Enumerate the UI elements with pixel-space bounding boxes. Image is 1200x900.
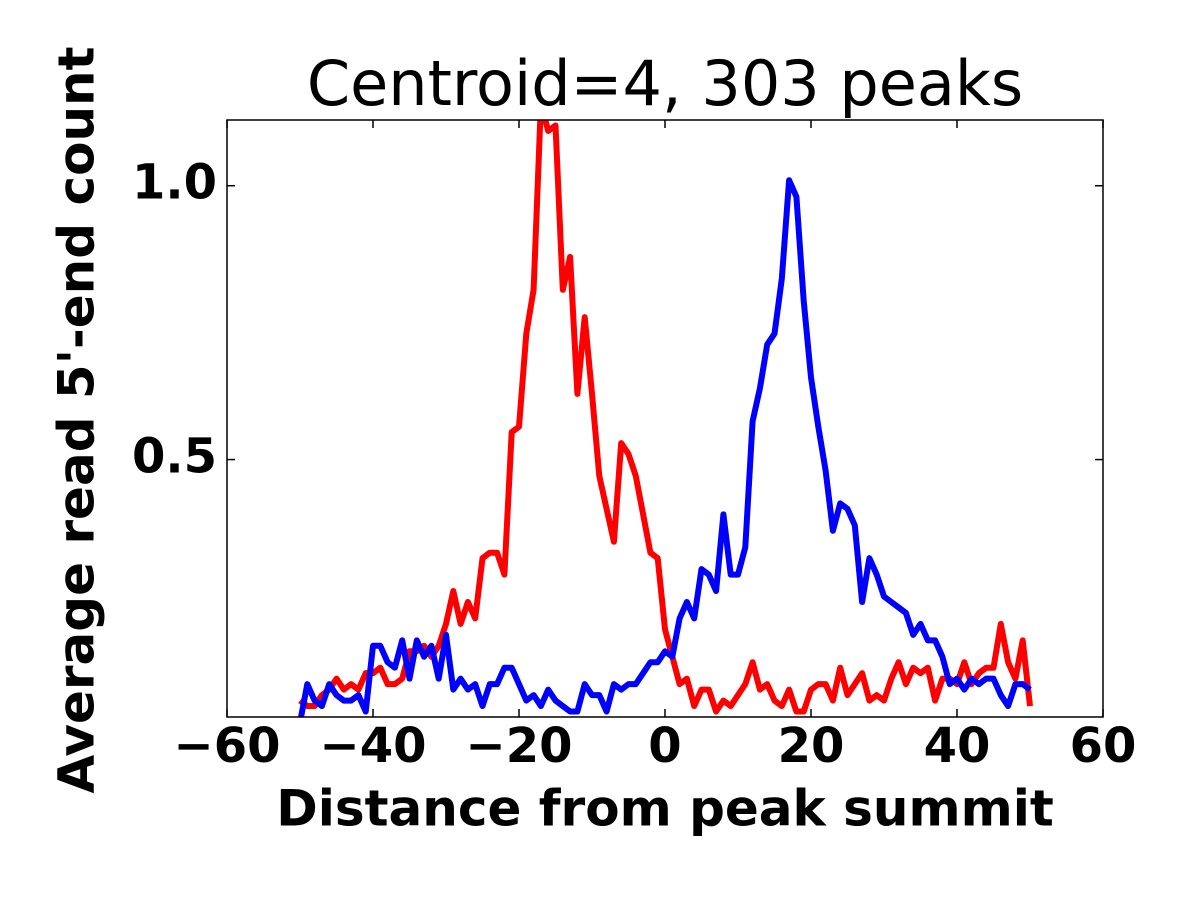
x-tick-label: −20 bbox=[465, 718, 572, 774]
series-line bbox=[298, 120, 1033, 715]
x-tick-label: 20 bbox=[778, 718, 845, 774]
series-line bbox=[297, 177, 1032, 717]
x-axis-label: Distance from peak summit bbox=[276, 780, 1054, 838]
x-tick-label: −40 bbox=[319, 718, 426, 774]
y-tick-label: 0.5 bbox=[132, 429, 217, 485]
x-tick-label: 40 bbox=[924, 718, 991, 774]
chart-title: Centroid=4, 303 peaks bbox=[307, 47, 1023, 120]
plot-lines bbox=[297, 120, 1033, 717]
y-axis-label: Average read 5'-end count bbox=[48, 46, 106, 793]
x-tick-label: −60 bbox=[173, 718, 280, 774]
y-tick-label: 1.0 bbox=[132, 155, 217, 211]
x-tick-label: 60 bbox=[1070, 718, 1137, 774]
x-tick-label: 0 bbox=[648, 718, 681, 774]
